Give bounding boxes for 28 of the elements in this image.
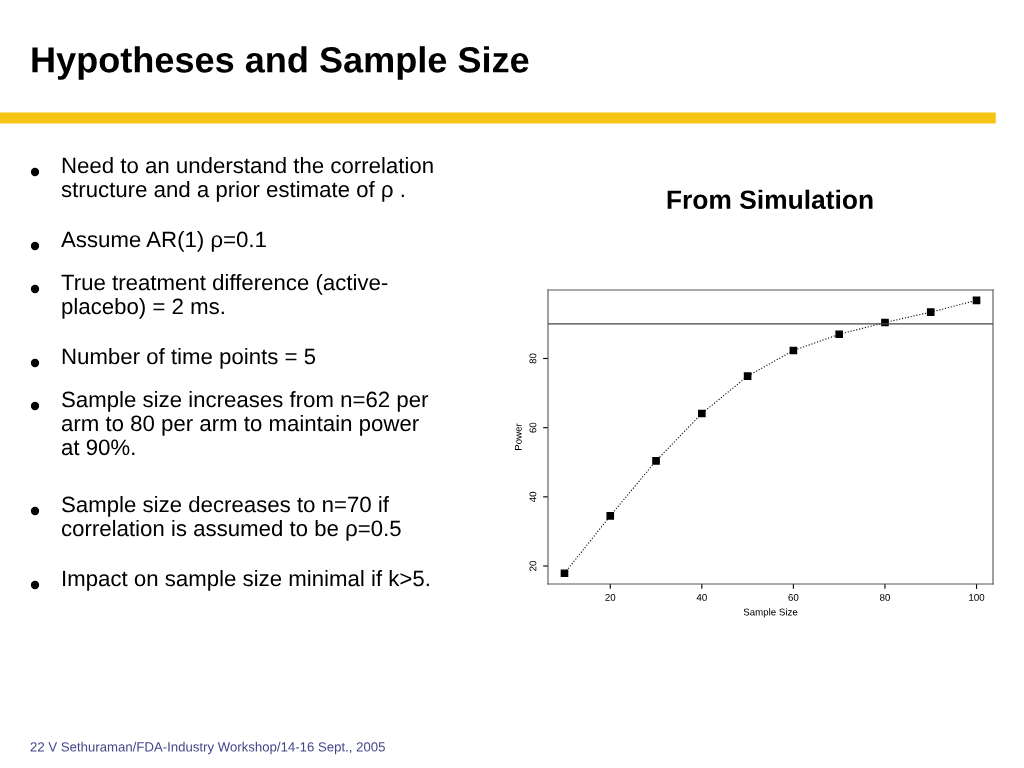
x-tick-label: 40 <box>696 593 707 601</box>
point <box>926 308 935 316</box>
point <box>835 330 843 339</box>
text: True treatment difference (active- placebo) = 2 ms. <box>61 274 388 319</box>
text: Sample size decreases to n=70 if correlation is assumed to be ρ=0.5 <box>61 496 401 541</box>
x-tick-label: 80 <box>879 593 890 601</box>
point <box>560 569 569 578</box>
y-axis-title: Power <box>514 423 522 450</box>
chart-title: Hypotheses and Sample Size <box>32 46 529 80</box>
point <box>652 457 660 465</box>
x-axis-title: Sample Size <box>743 608 798 618</box>
y-tick-label: 40 <box>529 491 537 503</box>
y-tick-label: 80 <box>529 353 537 364</box>
text: Number of time points = 5 <box>62 348 316 369</box>
x-tick-label: 20 <box>605 593 616 601</box>
x-tick-label: 100 <box>969 593 985 601</box>
x-tick-label: 60 <box>788 593 799 601</box>
text: Assume AR(1) ρ=0.1 <box>61 231 266 252</box>
point <box>698 409 706 418</box>
text: 22 V Sethuraman/FDA-Industry Workshop/14-16 Sept., 2005 <box>30 741 385 755</box>
point <box>606 512 615 520</box>
text: Sample size increases from n=62 per arm to 80 per arm to maintain power at 90%. <box>61 391 429 456</box>
y-tick-label: 20 <box>529 560 537 571</box>
y-tick-label: 60 <box>529 422 537 433</box>
chart-subtitle: From Simulation <box>667 189 873 210</box>
text: Need to an understand the correlation structure and a prior estimate of ρ . <box>61 157 433 202</box>
text: Impact on sample size minimal if k>5. <box>63 570 429 591</box>
point <box>743 372 752 380</box>
